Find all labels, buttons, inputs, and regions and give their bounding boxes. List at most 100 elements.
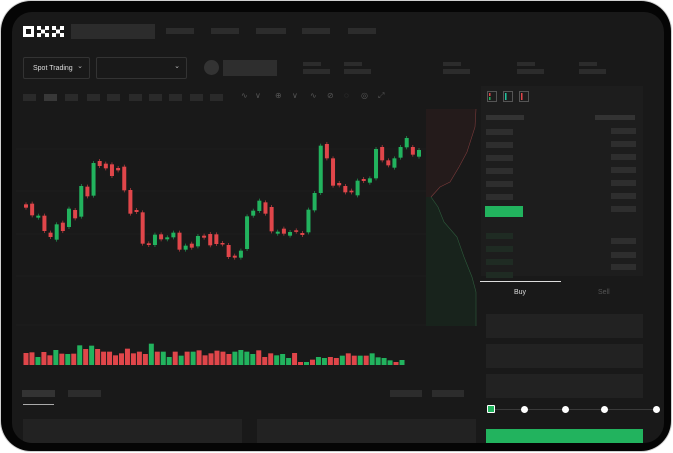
candle: [208, 232, 213, 248]
filter-button[interactable]: [390, 390, 422, 397]
target-icon[interactable]: ◎: [361, 91, 368, 100]
total-input[interactable]: [486, 374, 643, 398]
volume-bar: [172, 351, 178, 365]
timeframe-button[interactable]: [23, 94, 36, 101]
orderbook-asks-icon[interactable]: [519, 91, 529, 102]
amount-slider-handle[interactable]: [487, 405, 495, 413]
okx-logo[interactable]: [23, 25, 65, 39]
slider-stop-75[interactable]: [601, 406, 608, 413]
bid-amount: [611, 264, 636, 270]
nav-item[interactable]: [211, 28, 239, 34]
candle-body: [263, 202, 268, 214]
volume-bar: [190, 351, 196, 365]
nav-item[interactable]: [302, 28, 330, 34]
candle: [245, 214, 250, 251]
volume-bar: [399, 360, 405, 365]
volume-bar: [214, 350, 220, 365]
candle-body: [159, 234, 164, 240]
ask-price: [486, 129, 513, 135]
nav-item[interactable]: [348, 28, 376, 34]
candle-body: [134, 210, 139, 212]
volume-bar: [393, 362, 399, 365]
timeframe-button[interactable]: [169, 94, 182, 101]
candle-body: [85, 186, 90, 197]
slider-stop-100[interactable]: [653, 406, 660, 413]
tab-open-orders[interactable]: [22, 390, 55, 397]
orderbook-bids-icon[interactable]: [503, 91, 513, 102]
sell-tab[interactable]: Sell: [598, 289, 610, 296]
candle: [171, 230, 176, 240]
fullscreen-icon[interactable]: ⤢: [378, 91, 385, 100]
ask-price: [486, 142, 513, 148]
bid-price: [486, 259, 513, 265]
stat-value: [517, 69, 544, 74]
timeframe-button[interactable]: [149, 94, 162, 101]
timeframe-button[interactable]: [65, 94, 78, 101]
candle-body: [324, 144, 329, 159]
volume-bar: [298, 362, 304, 365]
ask-price: [486, 194, 513, 200]
candle-body: [177, 232, 182, 250]
ruler-icon[interactable]: ⊘: [327, 91, 334, 100]
trend-icon[interactable]: ∨: [292, 91, 298, 100]
candle: [159, 232, 164, 242]
timeframe-button[interactable]: [107, 94, 120, 101]
candle-body: [281, 228, 286, 234]
candle: [392, 156, 397, 170]
volume-bar: [244, 351, 250, 365]
buy-tab[interactable]: Buy: [514, 289, 527, 296]
volume-bar: [77, 345, 83, 365]
wave-icon[interactable]: ∨: [255, 91, 261, 100]
volume-bar: [124, 348, 130, 365]
volume-bar: [238, 350, 244, 365]
bid-amount: [611, 252, 636, 258]
price-input[interactable]: [486, 314, 643, 338]
search-bar[interactable]: [71, 24, 155, 39]
candle: [54, 222, 59, 242]
crosshair-icon[interactable]: ⊕: [275, 91, 282, 100]
candle: [355, 178, 360, 198]
assets-panel: [257, 419, 476, 443]
timeframe-button[interactable]: [44, 94, 57, 101]
pair-dropdown[interactable]: ⌄: [96, 57, 187, 79]
timeframe-button[interactable]: [129, 94, 142, 101]
volume-bar: [23, 353, 29, 365]
orderbook-both-icon[interactable]: [487, 91, 497, 102]
candle: [183, 243, 188, 252]
line-icon[interactable]: ∿: [241, 91, 248, 100]
timeframe-button[interactable]: [210, 94, 223, 101]
wave-line-icon[interactable]: ∿: [310, 91, 317, 100]
stat-label: [579, 62, 597, 66]
volume-bar: [256, 350, 262, 365]
slider-stop-50[interactable]: [562, 406, 569, 413]
candle: [189, 241, 194, 250]
candle-body: [380, 147, 385, 161]
candle: [24, 202, 28, 210]
spot-trading-dropdown[interactable]: Spot Trading ⌄: [23, 57, 90, 79]
candle: [300, 231, 305, 237]
candle: [251, 208, 256, 218]
camera-icon[interactable]: ◌: [344, 91, 349, 100]
timeframe-button[interactable]: [87, 94, 100, 101]
nav-item[interactable]: [166, 28, 194, 34]
stat-value: [303, 69, 330, 74]
buy-submit-button[interactable]: [486, 429, 643, 443]
candle-body: [183, 245, 188, 250]
tab-order-history[interactable]: [68, 390, 101, 397]
candle: [331, 156, 336, 188]
candle-body: [54, 224, 59, 240]
amount-input[interactable]: [486, 344, 643, 368]
candle-body: [331, 158, 336, 186]
filter-button[interactable]: [432, 390, 464, 397]
timeframe-button[interactable]: [190, 94, 203, 101]
candlestick-chart[interactable]: [12, 12, 482, 382]
candle: [417, 148, 421, 159]
candle: [134, 208, 139, 214]
candle: [30, 201, 35, 218]
candle: [202, 233, 207, 240]
amount-slider-track[interactable]: [490, 409, 656, 410]
nav-item[interactable]: [256, 28, 286, 34]
candle-body: [36, 215, 41, 218]
slider-stop-25[interactable]: [521, 406, 528, 413]
candle: [386, 158, 391, 168]
